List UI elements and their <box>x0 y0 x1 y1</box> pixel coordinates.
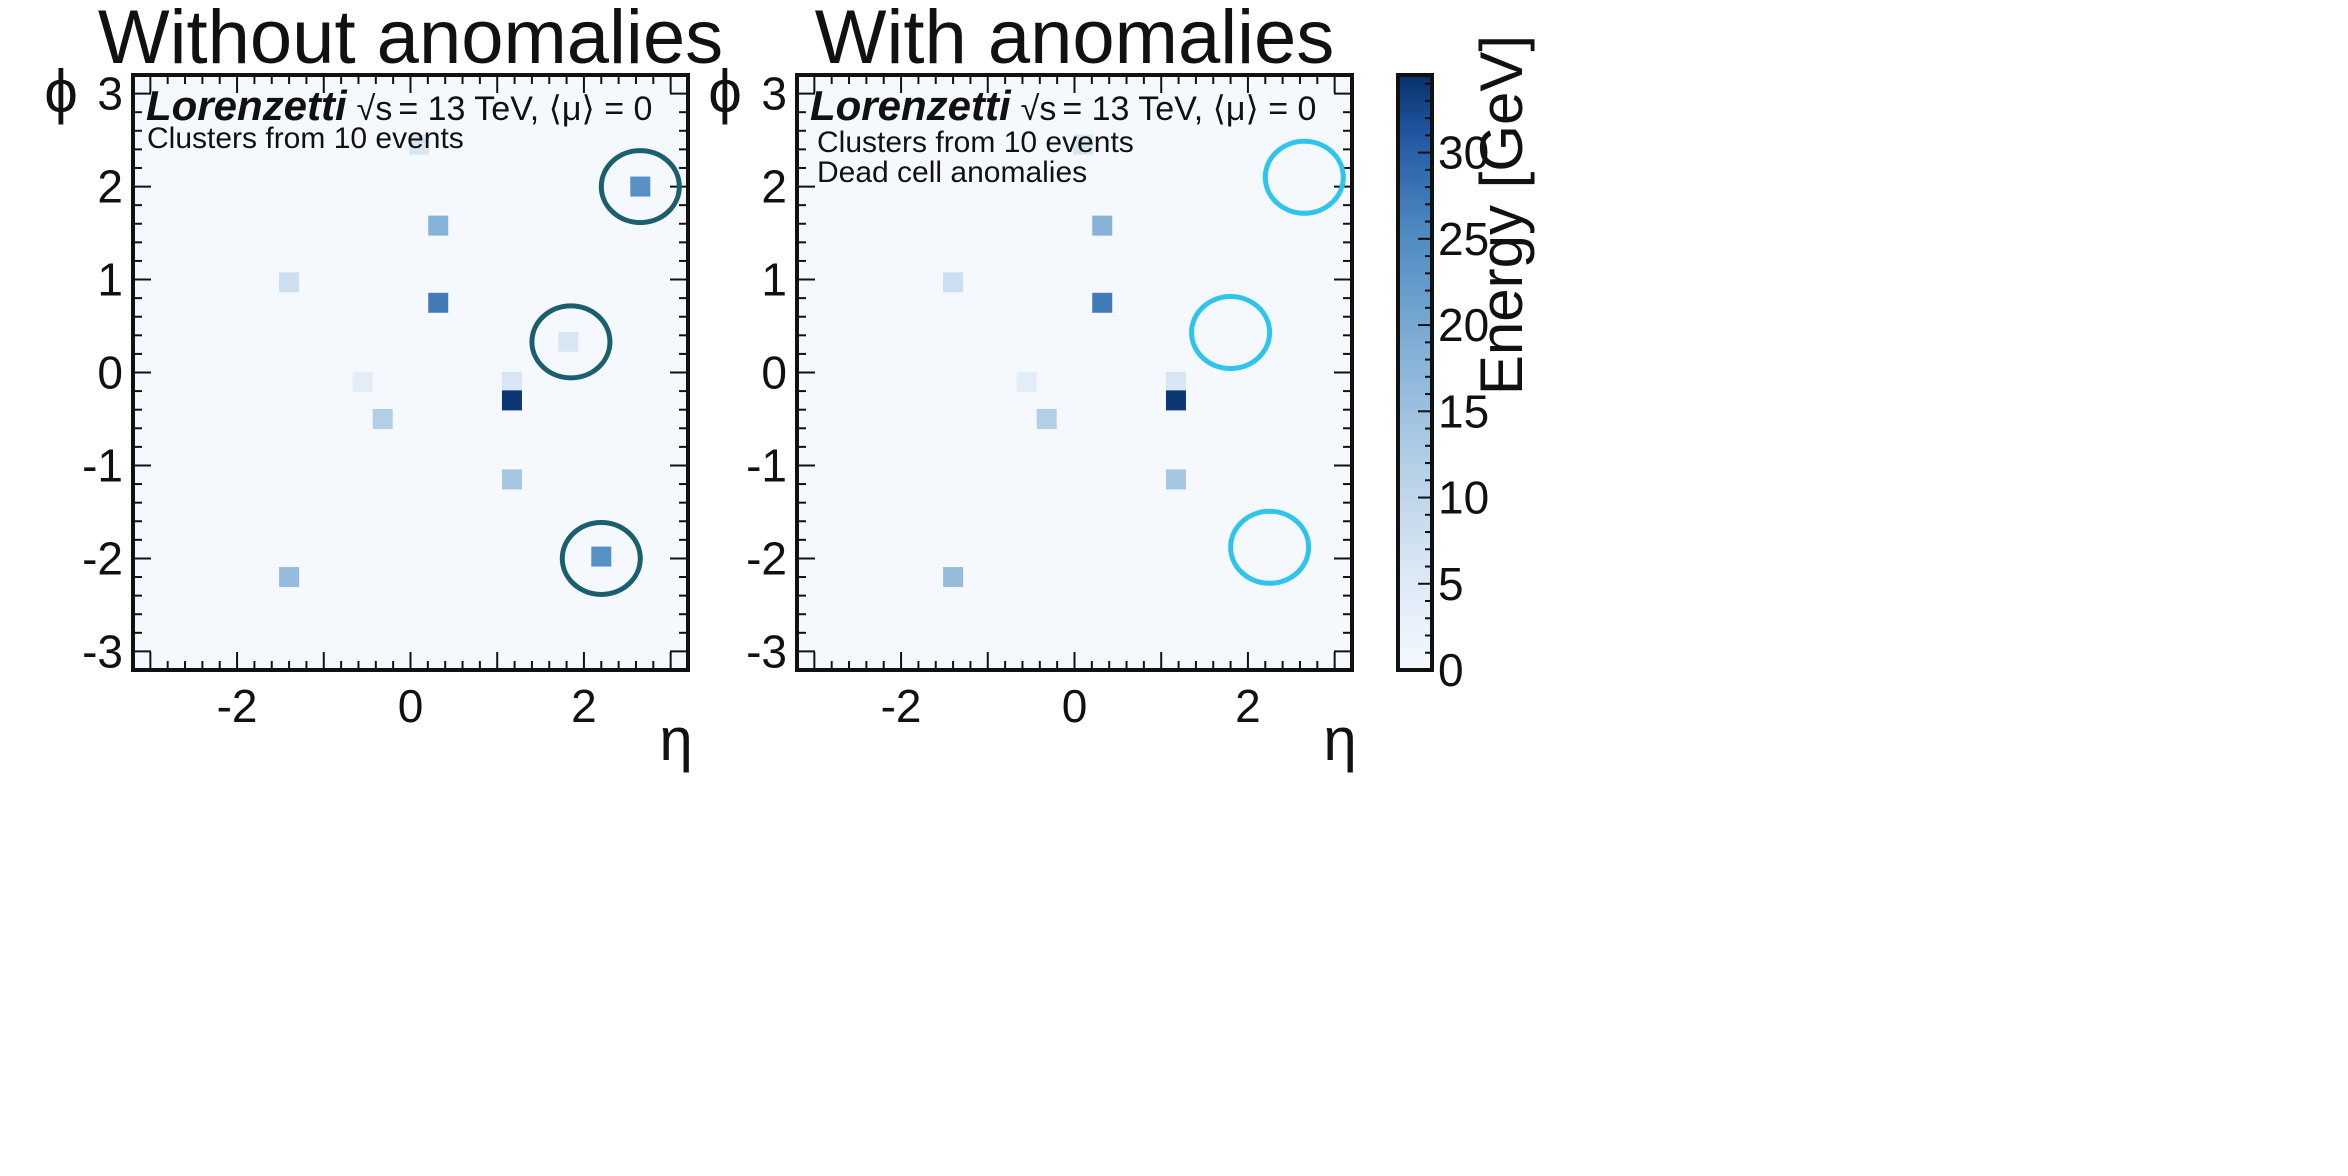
cluster-cell <box>1092 215 1113 236</box>
cluster-cell <box>1165 371 1186 392</box>
plot-background <box>133 75 688 670</box>
colorbar-label: Energy [GeV] <box>1468 35 1535 395</box>
experiment-label: Lorenzetti √s = 13 TeV, ⟨μ⟩ = 0 <box>810 82 1316 129</box>
experiment-label: Lorenzetti √s = 13 TeV, ⟨μ⟩ = 0 <box>146 82 652 129</box>
y-axis-label: ϕ <box>708 58 742 125</box>
cluster-cell <box>279 567 300 588</box>
brand-info: = 13 TeV, ⟨μ⟩ = 0 <box>398 90 652 128</box>
colorbar-tick-label: 5 <box>1438 558 1464 610</box>
colorbar-frame <box>1396 73 1434 672</box>
cluster-cell <box>428 215 449 236</box>
cluster-cell <box>591 546 612 567</box>
legend-entry: Clusters from 10 events <box>817 126 1134 159</box>
chart-title: Without anomalies <box>98 0 723 80</box>
highlight-circle <box>1189 294 1273 372</box>
cluster-cell <box>501 469 522 490</box>
y-tick-label: -3 <box>746 625 787 677</box>
highlight-circle <box>529 303 613 381</box>
cluster-cell <box>501 390 522 411</box>
cluster-cell <box>943 272 964 293</box>
brand-sqrt: √s <box>1021 90 1057 128</box>
x-tick-label: 2 <box>1235 680 1261 732</box>
x-axis-label: η <box>1323 706 1356 773</box>
highlight-circle <box>598 148 682 226</box>
colorbar-tick-label: 20 <box>1438 299 1489 351</box>
x-tick-label: 0 <box>398 680 424 732</box>
colorbar-tick-label: 30 <box>1438 127 1489 179</box>
legend-entry: Clusters from 10 events <box>147 122 464 155</box>
y-tick-label: 0 <box>761 347 787 399</box>
colorbar-tick-label: 15 <box>1438 385 1489 437</box>
y-tick-label: 3 <box>761 68 787 120</box>
brand-info: = 13 TeV, ⟨μ⟩ = 0 <box>1062 90 1316 128</box>
x-tick-label: 2 <box>571 680 597 732</box>
y-tick-label: -3 <box>82 625 123 677</box>
x-tick-label: 0 <box>1062 680 1088 732</box>
cluster-cell <box>1016 371 1037 392</box>
plot-background <box>797 75 1352 670</box>
colorbar-tick-label: 0 <box>1438 644 1464 696</box>
plot-frame <box>795 73 1354 672</box>
y-tick-label: 1 <box>97 254 123 306</box>
brand-name: Lorenzetti <box>810 82 1012 129</box>
cluster-cell <box>501 371 522 392</box>
brand-name: Lorenzetti <box>146 82 348 129</box>
cluster-cell <box>1165 390 1186 411</box>
cluster-cell <box>1073 134 1094 155</box>
plot-frame <box>131 73 690 672</box>
chart-title: With anomalies <box>815 0 1335 80</box>
y-tick-label: -1 <box>82 439 123 491</box>
x-tick-label: -2 <box>217 680 258 732</box>
cluster-cell <box>558 331 579 352</box>
cluster-cell <box>943 567 964 588</box>
y-tick-label: 0 <box>97 347 123 399</box>
y-tick-label: -1 <box>746 439 787 491</box>
cluster-cell <box>630 176 651 197</box>
cluster-cell <box>372 408 393 429</box>
y-tick-label: 2 <box>97 161 123 213</box>
panel-with-anomalies: With anomalies -2 0 2 3 2 1 0 -1 -2 -3 η ϕ Lorenzetti… <box>708 0 1356 773</box>
y-tick-label: -2 <box>82 532 123 584</box>
cluster-cell <box>1092 292 1113 313</box>
cluster-cell <box>352 371 373 392</box>
colorbar-gradient <box>1398 75 1432 670</box>
cluster-cell <box>1036 408 1057 429</box>
cluster-cell <box>1165 469 1186 490</box>
colorbar-tick-label: 25 <box>1438 213 1489 265</box>
y-axis-label: ϕ <box>44 58 78 125</box>
y-tick-label: 1 <box>761 254 787 306</box>
highlight-circle <box>1262 138 1346 216</box>
x-tick-label: -2 <box>881 680 922 732</box>
cluster-cell <box>409 134 430 155</box>
colorbar-tick-label: 10 <box>1438 472 1489 524</box>
x-axis-label: η <box>659 706 692 773</box>
cluster-cell <box>428 292 449 313</box>
y-tick-label: -2 <box>746 532 787 584</box>
cluster-cell <box>279 272 300 293</box>
highlight-circle <box>1228 508 1312 586</box>
y-tick-label: 3 <box>97 68 123 120</box>
panel-without-anomalies: Without anomalies -2 0 2 3 2 1 0 -1 -2 -3 η ϕ Lorenze… <box>44 0 723 773</box>
brand-sqrt: √s <box>357 90 393 128</box>
y-tick-label: 2 <box>761 161 787 213</box>
legend-entry: Dead cell anomalies <box>817 156 1087 189</box>
highlight-circle <box>559 519 643 597</box>
